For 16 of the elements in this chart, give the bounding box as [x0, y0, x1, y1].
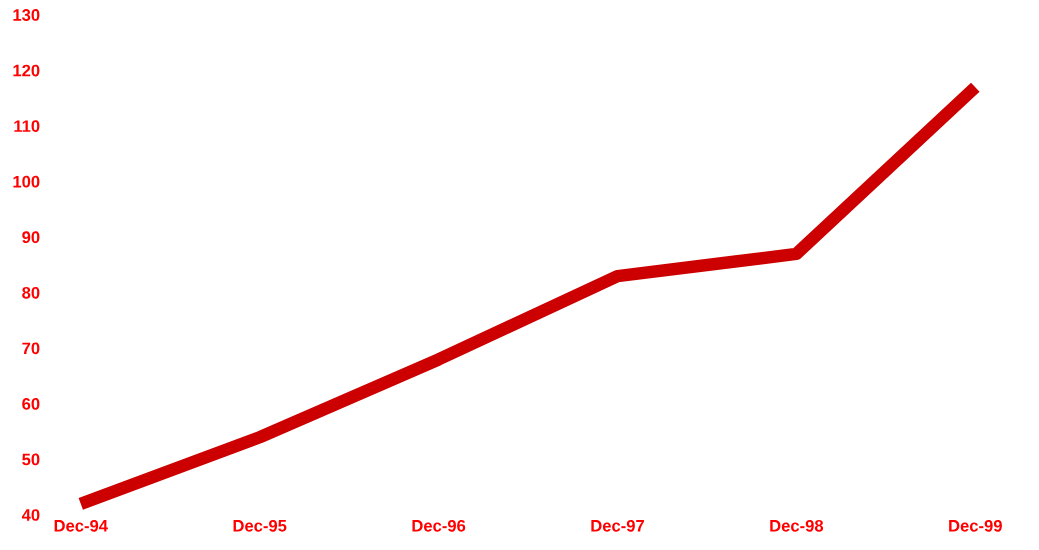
y-tick-label: 90	[22, 231, 40, 244]
y-tick-label: 40	[21, 509, 40, 521]
y-tick-label: 70	[22, 342, 40, 355]
y-tick-label: 130	[13, 9, 40, 21]
x-tick-label: Dec-96	[412, 519, 466, 532]
y-tick-label: 120	[13, 64, 40, 77]
y-tick-label: 50	[22, 453, 40, 466]
x-tick-label: Dec-94	[54, 519, 108, 532]
x-tick-label: Dec-99	[949, 519, 1002, 532]
y-tick-label: 110	[14, 120, 40, 132]
y-tick-label: 60	[22, 398, 40, 410]
x-tick-label: Dec-97	[591, 519, 644, 532]
x-tick-label: Dec-98	[770, 519, 824, 532]
x-tick-label: Dec-95	[233, 519, 287, 532]
y-tick-label: 80	[22, 286, 40, 299]
y-tick-label: 100	[13, 175, 40, 188]
